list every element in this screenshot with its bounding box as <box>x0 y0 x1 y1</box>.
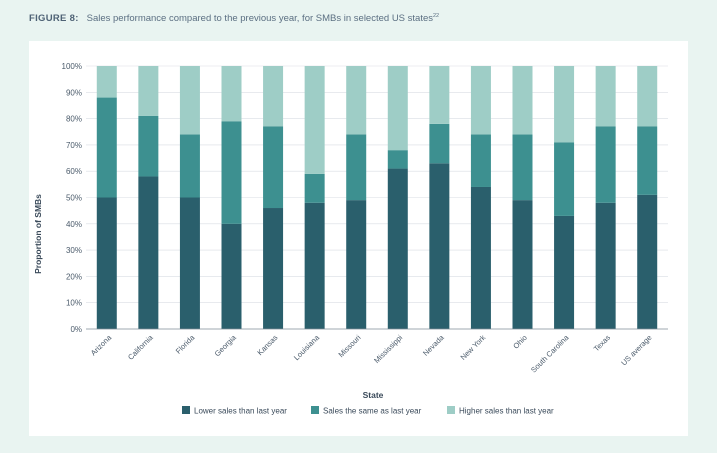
bar-segment <box>346 134 367 201</box>
figure-label: FIGURE 8: <box>29 13 79 25</box>
bar-segment <box>637 126 658 195</box>
y-tick-label: 30% <box>66 246 82 255</box>
x-tick-label: US average <box>619 333 653 367</box>
x-tick-label: South Carolina <box>529 332 571 374</box>
x-tick-labels: Arizona California Florida Georgia Kansas Lou… <box>89 332 654 374</box>
bar-segment <box>263 126 284 209</box>
x-axis-label: State <box>363 390 384 400</box>
bar-segment <box>554 66 575 143</box>
bar-segment <box>221 223 242 329</box>
y-tick-label: 20% <box>66 272 82 281</box>
gridlines <box>86 65 668 304</box>
bar-segment <box>387 150 408 169</box>
x-tick-label: Ohio <box>511 333 529 351</box>
figure-title: Sales performance compared to the previo… <box>86 13 433 25</box>
bar-segment <box>470 186 491 329</box>
x-tick-label: Georgia <box>213 332 239 358</box>
bar-segment <box>554 142 575 216</box>
y-tick-label: 100% <box>62 62 82 71</box>
y-tick-label: 50% <box>66 194 82 203</box>
bar-segment <box>470 134 491 187</box>
bar-segment <box>304 202 325 329</box>
bar-segment <box>387 168 408 329</box>
bar-segment <box>263 208 284 329</box>
legend-label: Sales the same as last year <box>323 407 422 416</box>
y-tick-label: 80% <box>66 115 82 124</box>
bar-segment <box>512 200 533 329</box>
x-tick-label: Texas <box>592 333 612 353</box>
bar-segment <box>554 215 575 329</box>
chart-card: 0% 10% 20% 30% 40% 50% 60% 70% 80% 90% 100% Arizon… <box>29 41 688 436</box>
x-tick-label: Missouri <box>337 333 363 359</box>
bar-segment <box>595 202 616 329</box>
y-tick-label: 70% <box>66 141 82 150</box>
bar-segment <box>512 134 533 201</box>
x-tick-label: New York <box>459 333 488 362</box>
bar-segment <box>429 163 450 329</box>
x-tick-label: Louisiana <box>292 332 322 362</box>
x-tick-label: Nevada <box>421 332 446 357</box>
x-tick-label: Arizona <box>89 332 114 357</box>
y-tick-label: 60% <box>66 167 82 176</box>
stacked-bar-chart: 0% 10% 20% 30% 40% 50% 60% 70% 80% 90% 100% Arizon… <box>33 62 668 416</box>
legend-label: Higher sales than last year <box>459 407 554 416</box>
y-tick-label: 0% <box>70 325 82 334</box>
bar-segment <box>304 173 325 203</box>
bar-segment <box>138 115 159 177</box>
bar-segment <box>138 66 159 116</box>
y-tick-label: 40% <box>66 220 82 229</box>
y-tick-labels: 0% 10% 20% 30% 40% 50% 60% 70% 80% 90% 100% <box>62 62 82 334</box>
figure-footnote: 22 <box>433 13 440 19</box>
bar-segment <box>595 126 616 203</box>
y-tick-label: 10% <box>66 299 82 308</box>
figure-caption: FIGURE 8: Sales performance compared to … <box>29 13 439 24</box>
x-tick-label: Kansas <box>255 333 279 357</box>
bar-segment <box>179 197 200 329</box>
bar-segment <box>96 66 117 98</box>
bar-segment <box>304 66 325 174</box>
bar-stacks <box>96 66 658 329</box>
bar-segment <box>221 66 242 122</box>
bar-segment <box>637 194 658 329</box>
bar-segment <box>138 176 159 329</box>
bar-segment <box>637 66 658 127</box>
legend: Lower sales than last year Sales the same… <box>182 406 554 416</box>
y-axis-label: Proportion of SMBs <box>33 194 43 274</box>
bar-segment <box>387 66 408 151</box>
bar-segment <box>179 134 200 198</box>
bar-segment <box>595 66 616 127</box>
bar-segment <box>179 66 200 135</box>
bar-segment <box>429 66 450 124</box>
legend-swatch <box>447 406 455 414</box>
bar-segment <box>221 121 242 224</box>
legend-swatch <box>311 406 319 414</box>
bar-segment <box>512 66 533 135</box>
legend-label: Lower sales than last year <box>194 407 287 416</box>
bar-segment <box>346 66 367 135</box>
y-tick-label: 90% <box>66 88 82 97</box>
bar-segment <box>263 66 284 127</box>
x-tick-label: Florida <box>174 332 197 355</box>
bar-segment <box>346 200 367 329</box>
x-tick-label: California <box>126 332 155 361</box>
bar-segment <box>470 66 491 135</box>
bar-segment <box>96 97 117 198</box>
legend-swatch <box>182 406 190 414</box>
x-tick-label: Mississippi <box>372 333 404 365</box>
bar-segment <box>429 123 450 164</box>
bar-segment <box>96 197 117 329</box>
